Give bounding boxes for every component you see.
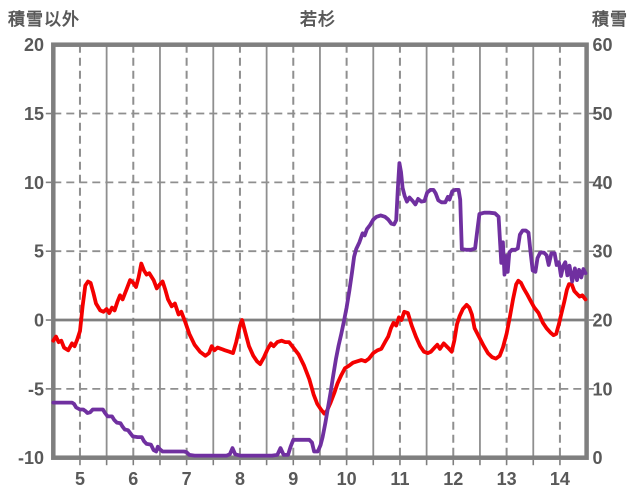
left-axis-label--10: -10 <box>18 448 44 468</box>
x-axis-label-5: 5 <box>75 469 85 489</box>
plot-border <box>51 42 589 460</box>
left-axis-label--5: -5 <box>28 379 44 399</box>
left-axis-title: 積雪以外 <box>8 10 80 29</box>
left-axis-label-15: 15 <box>24 104 44 124</box>
x-axis-label-10: 10 <box>337 469 357 489</box>
right-axis-label-60: 60 <box>593 35 613 55</box>
x-axis-label-12: 12 <box>443 469 463 489</box>
left-axis-label-20: 20 <box>24 35 44 55</box>
tick-marks <box>45 112 595 466</box>
x-axis-label-9: 9 <box>288 469 298 489</box>
right-axis-label-40: 40 <box>593 173 613 193</box>
right-axis-label-10: 10 <box>593 379 613 399</box>
snow-depth-line <box>51 161 588 458</box>
x-axis-label-7: 7 <box>182 469 192 489</box>
x-axis-label-8: 8 <box>235 469 245 489</box>
right-axis-label-0: 0 <box>593 448 603 468</box>
left-axis-label-5: 5 <box>34 242 44 262</box>
right-axis-label-20: 20 <box>593 311 613 331</box>
x-axis-label-11: 11 <box>390 469 409 489</box>
right-axis-label-50: 50 <box>593 104 613 124</box>
series-group <box>51 161 588 458</box>
x-axis-label-13: 13 <box>497 469 517 489</box>
left-axis-label-0: 0 <box>34 311 44 331</box>
temperature-line <box>51 261 588 416</box>
chart-title: 若杉 <box>300 10 336 29</box>
right-axis-label-30: 30 <box>593 242 613 262</box>
vertical-gridlines <box>78 44 561 458</box>
x-axis-label-14: 14 <box>550 469 570 489</box>
right-axis-title: 積雪 <box>592 10 628 29</box>
left-axis-label-10: 10 <box>24 173 44 193</box>
x-axis-label-6: 6 <box>128 469 138 489</box>
